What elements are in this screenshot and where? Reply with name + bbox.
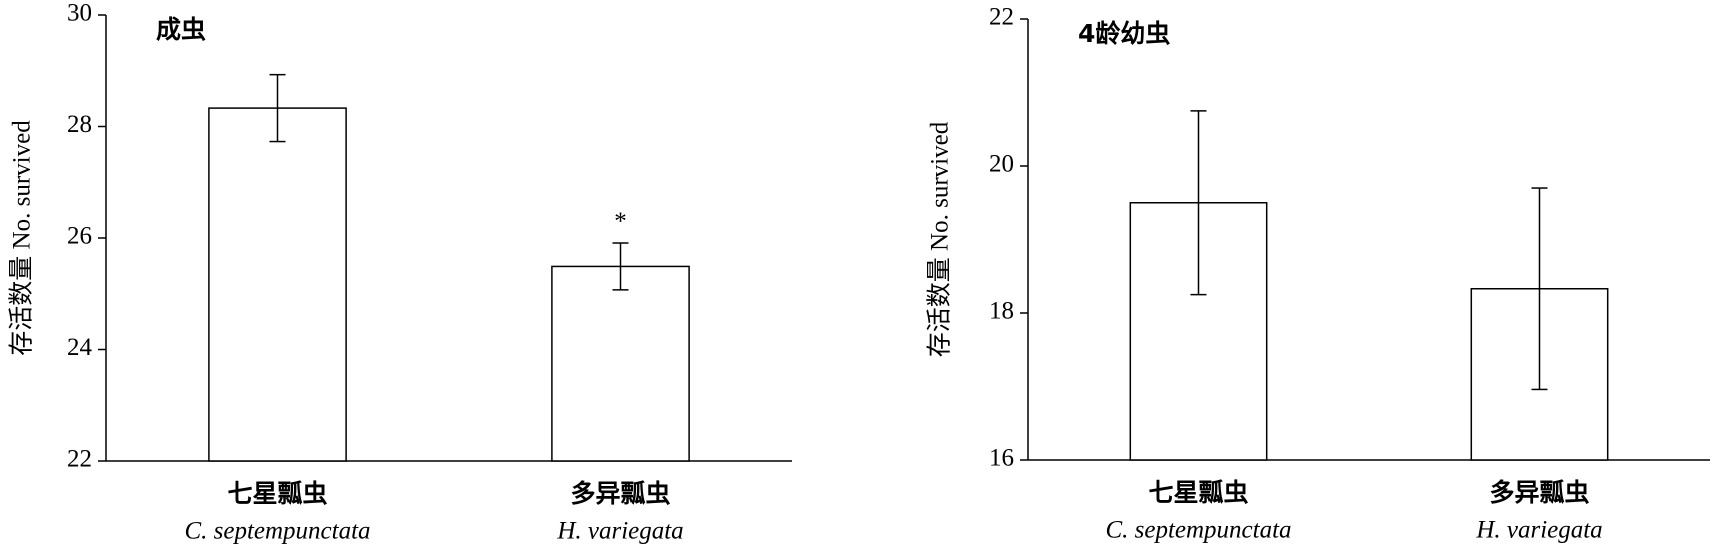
x-tick-label: 七星瓢虫 [227,479,327,508]
error-bar [1190,110,1207,296]
panel-title: 4龄幼虫 [1078,19,1170,48]
y-tick-label: 18 [989,298,1014,325]
y-tick-label: 16 [989,445,1014,472]
y-tick-label: 26 [67,223,92,250]
x-tick-label: 多异瓢虫 [1489,478,1589,507]
x-tick-sublabel: C. septempunctata [1105,517,1291,544]
y-tick-label: 20 [989,151,1014,178]
bar [208,107,347,462]
y-tick-label: 24 [67,334,93,361]
x-tick-sublabel: H. variegata [1475,517,1602,544]
x-tick-label: 七星瓢虫 [1148,478,1248,507]
y-tick-label: 28 [67,111,92,138]
bar [551,265,690,462]
y-axis-label: 存活数量 No. survived [926,121,954,357]
y-axis-label: 存活数量 No. survived [8,120,36,356]
error-bar [612,242,629,291]
y-tick-label: 22 [67,446,92,473]
panel-title: 成虫 [156,15,206,44]
error-bar [1531,187,1548,391]
x-tick-sublabel: H. variegata [556,518,683,545]
x-tick-sublabel: C. septempunctata [184,518,370,545]
error-bar [269,73,286,143]
x-tick-label: 多异瓢虫 [570,479,670,508]
y-tick-label: 22 [989,4,1014,31]
y-tick-label: 30 [67,0,92,27]
significance-mark: * [614,208,627,235]
